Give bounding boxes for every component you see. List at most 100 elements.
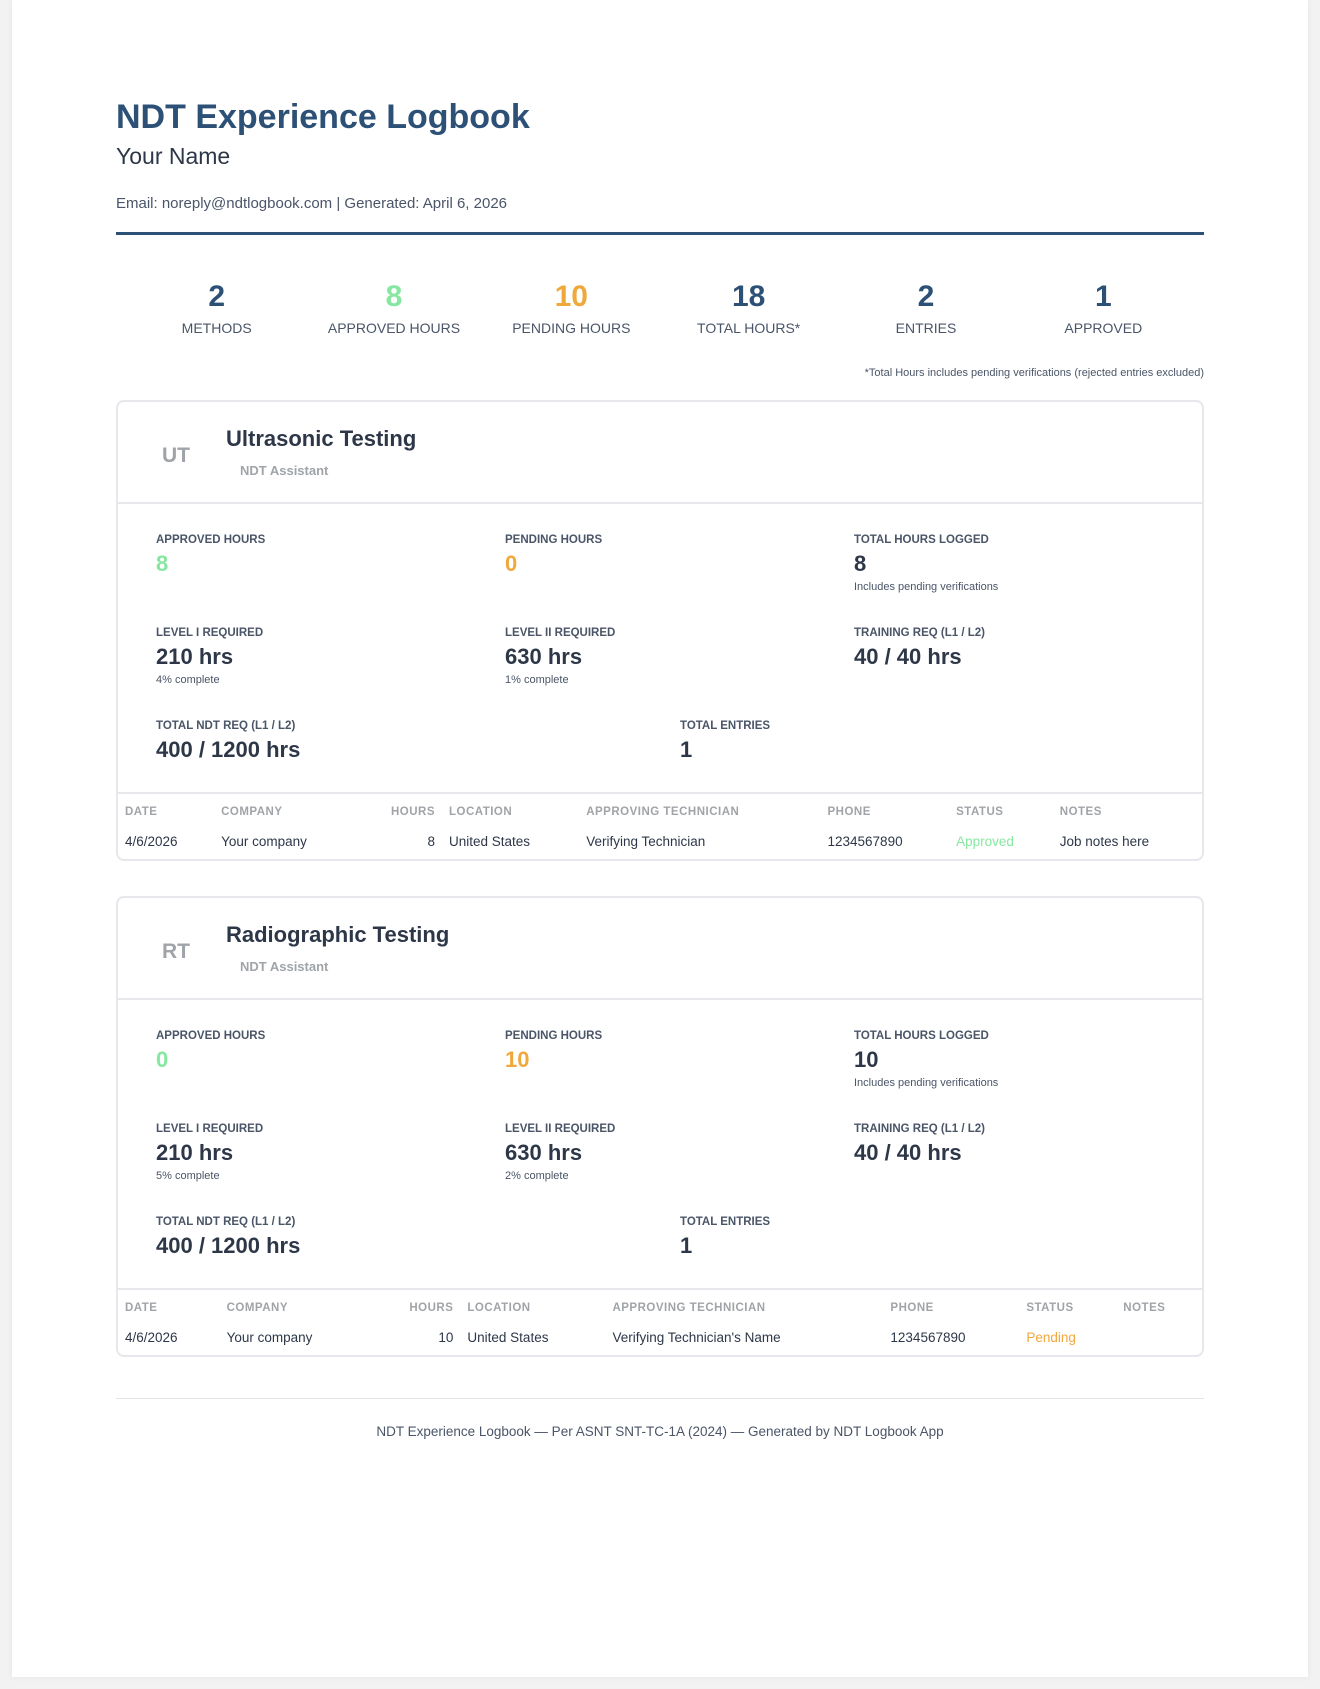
- field-value: 8: [156, 551, 169, 576]
- column-header: STATUS: [1026, 1302, 1074, 1314]
- cell-hours: 10: [438, 1330, 454, 1345]
- field-value: 400 / 1200 hrs: [156, 737, 301, 762]
- cell-date: 4/6/2026: [125, 1330, 178, 1345]
- entries-table: DATE COMPANY HOURS LOCATION APPROVING TECHNI…: [118, 1288, 1202, 1355]
- card-header: UT Ultrasonic Testing NDT Assistant: [118, 402, 1202, 504]
- cell-status: Pending: [1026, 1330, 1076, 1345]
- cell-phone: 1234567890: [827, 834, 903, 849]
- field-label: LEVEL I REQUIRED: [156, 627, 264, 639]
- column-header: STATUS: [956, 806, 1004, 818]
- field-label: APPROVED HOURS: [156, 534, 266, 546]
- field-label: PENDING HOURS: [505, 534, 603, 546]
- cell-company: Your company: [221, 834, 307, 849]
- field-value: 10: [854, 1047, 879, 1072]
- field-label: LEVEL II REQUIRED: [505, 627, 616, 639]
- table-row: 4/6/2026 Your company 8 United States Ve…: [118, 826, 1202, 859]
- entries-table: DATE COMPANY HOURS LOCATION APPROVING TECHNI…: [118, 792, 1202, 859]
- column-header: PHONE: [890, 1302, 934, 1314]
- column-header: PHONE: [827, 806, 871, 818]
- stat-label: APPROVED: [1064, 320, 1143, 336]
- method-level: NDT Assistant: [240, 463, 329, 478]
- method-stats: APPROVED HOURS 0 PENDING HOURS 10 TOTAL HO…: [118, 1000, 1202, 1288]
- table-row: 4/6/2026 Your company 10 United States V…: [118, 1322, 1202, 1355]
- cell-notes: Job notes here: [1059, 834, 1150, 849]
- column-header: HOURS: [409, 1302, 454, 1314]
- page-title: NDT Experience Logbook: [116, 98, 530, 136]
- field-label: LEVEL II REQUIRED: [505, 1123, 616, 1135]
- field-note: Includes pending verifications: [854, 581, 999, 593]
- column-header: DATE: [125, 806, 158, 818]
- cell-location: United States: [467, 1330, 549, 1345]
- level2-required: LEVEL II REQUIRED 630 hrs 1% complete: [505, 627, 615, 686]
- level1-required: LEVEL I REQUIRED 210 hrs 4% complete: [156, 627, 263, 686]
- stat-label: TOTAL HOURS*: [697, 320, 801, 336]
- field-value: 630 hrs: [505, 644, 583, 669]
- column-header: DATE: [125, 1302, 158, 1314]
- summary-stats: 2 METHODS 8 APPROVED HOURS 10 PENDING HOURS…: [116, 280, 1204, 336]
- field-value: 630 hrs: [505, 1140, 583, 1165]
- cell-company: Your company: [226, 1330, 313, 1345]
- stat-entries: 2 ENTRIES: [837, 280, 1014, 336]
- method-stats: APPROVED HOURS 8 PENDING HOURS 0 TOTAL HOU…: [118, 504, 1202, 792]
- user-name: Your Name: [116, 143, 231, 169]
- stat-value: 1: [1094, 280, 1112, 313]
- approved-hours: APPROVED HOURS 8: [156, 534, 265, 577]
- total-entries: TOTAL ENTRIES 1: [680, 1216, 770, 1259]
- field-note: 1% complete: [505, 674, 569, 686]
- meta-line: Email: noreply@ndtlogbook.com | Generate…: [116, 195, 508, 212]
- field-value: 10: [505, 1047, 530, 1072]
- approved-hours: APPROVED HOURS 0: [156, 1030, 265, 1073]
- field-label: LEVEL I REQUIRED: [156, 1123, 264, 1135]
- column-header: LOCATION: [467, 1302, 531, 1314]
- column-header: COMPANY: [226, 1302, 288, 1314]
- stat-methods: 2 METHODS: [128, 280, 305, 336]
- column-header: APPROVING TECHNICIAN: [586, 806, 740, 818]
- field-note: Includes pending verifications: [854, 1077, 999, 1089]
- column-header: COMPANY: [221, 806, 283, 818]
- level2-required: LEVEL II REQUIRED 630 hrs 2% complete: [505, 1123, 615, 1182]
- method-name: Radiographic Testing: [226, 922, 450, 947]
- training-req: TRAINING REQ (L1 / L2) 40 / 40 hrs: [854, 1123, 985, 1166]
- footer-divider: [116, 1398, 1204, 1399]
- training-req: TRAINING REQ (L1 / L2) 40 / 40 hrs: [854, 627, 985, 670]
- total-hours-logged: TOTAL HOURS LOGGED 8 Includes pending veri…: [854, 534, 998, 593]
- stat-label: ENTRIES: [895, 320, 957, 336]
- header-divider: [116, 232, 1204, 235]
- stat-label: APPROVED HOURS: [327, 320, 461, 336]
- field-label: TRAINING REQ (L1 / L2): [854, 1123, 985, 1135]
- stat-value: 8: [385, 280, 403, 313]
- field-label: TOTAL ENTRIES: [680, 1216, 771, 1228]
- document-page: NDT Experience Logbook Your Name Email: …: [12, 0, 1308, 1677]
- level1-required: LEVEL I REQUIRED 210 hrs 5% complete: [156, 1123, 263, 1182]
- field-value: 8: [854, 551, 867, 576]
- stat-label: METHODS: [181, 320, 252, 336]
- field-label: TOTAL NDT REQ (L1 / L2): [156, 720, 296, 732]
- field-label: TOTAL HOURS LOGGED: [854, 1030, 989, 1042]
- cell-status: Approved: [956, 834, 1014, 849]
- cell-date: 4/6/2026: [125, 834, 178, 849]
- cell-technician: Verifying Technician: [586, 834, 706, 849]
- total-entries: TOTAL ENTRIES 1: [680, 720, 770, 763]
- stat-label: PENDING HOURS: [512, 320, 631, 336]
- cell-hours: 8: [427, 834, 435, 849]
- field-value: 1: [680, 1233, 693, 1258]
- field-label: TOTAL ENTRIES: [680, 720, 771, 732]
- total-ndt-req: TOTAL NDT REQ (L1 / L2) 400 / 1200 hrs: [156, 1216, 300, 1259]
- field-note: 2% complete: [505, 1170, 569, 1182]
- stat-approved-hours: 8 APPROVED HOURS: [305, 280, 482, 336]
- cell-technician: Verifying Technician's Name: [612, 1330, 781, 1345]
- stat-value: 18: [731, 280, 766, 313]
- cell-notes: [1116, 1322, 1202, 1355]
- field-label: TRAINING REQ (L1 / L2): [854, 627, 985, 639]
- field-value: 40 / 40 hrs: [854, 644, 962, 669]
- pending-hours: PENDING HOURS 10: [505, 1030, 602, 1073]
- cell-phone: 1234567890: [890, 1330, 966, 1345]
- column-header: LOCATION: [448, 806, 513, 818]
- pending-hours: PENDING HOURS 0: [505, 534, 602, 577]
- field-value: 0: [505, 551, 518, 576]
- method-card: UT Ultrasonic Testing NDT Assistant APPR…: [116, 400, 1204, 861]
- field-value: 210 hrs: [156, 644, 234, 669]
- field-value: 400 / 1200 hrs: [156, 1233, 301, 1258]
- field-label: PENDING HOURS: [505, 1030, 603, 1042]
- stat-value: 10: [554, 280, 588, 313]
